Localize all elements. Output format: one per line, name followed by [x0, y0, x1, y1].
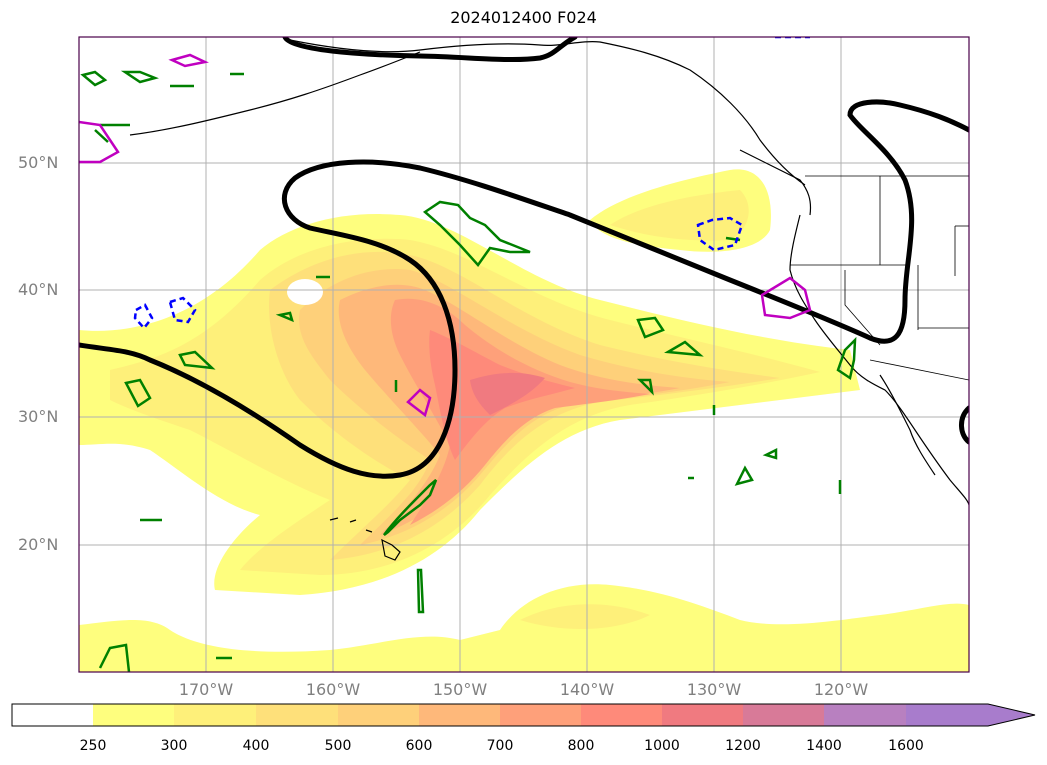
colorbar-tick-400: 400	[242, 738, 270, 754]
colorbar-tick-1400: 1400	[806, 738, 842, 754]
filled-contours	[79, 37, 969, 672]
blue-contours	[133, 37, 810, 330]
colorbar	[11, 703, 1036, 727]
thick-contour-main	[79, 99, 969, 479]
colorbar-tick-500: 500	[324, 738, 352, 754]
alaska-coast	[289, 39, 806, 186]
green-contours	[80, 70, 857, 672]
aleutians	[129, 51, 421, 136]
plot-frame	[78, 36, 970, 673]
colorbar-tick-1000: 1000	[644, 738, 680, 754]
map-title: 2024012400 F024	[450, 8, 597, 27]
lon-label-170w: 170°W	[178, 680, 234, 699]
us-west-coast	[789, 214, 969, 506]
bc-coast	[739, 149, 812, 216]
thick-contour	[79, 37, 969, 479]
magenta-contours	[79, 53, 812, 418]
fill-250-south	[79, 584, 969, 672]
lat-label-50n: 50°N	[18, 153, 59, 172]
lat-label-20n: 20°N	[18, 535, 59, 554]
hawaii-big	[381, 538, 401, 561]
lon-label-120w: 120°W	[813, 680, 869, 699]
baja	[879, 374, 936, 476]
lat-label-30n: 30°N	[18, 407, 59, 426]
colorbar-tick-250: 250	[79, 738, 107, 754]
colorbar-tick-800: 800	[567, 738, 595, 754]
colorbar-tick-700: 700	[486, 738, 514, 754]
thick-contour-top	[282, 37, 578, 63]
coastlines	[129, 39, 969, 561]
lon-label-150w: 150°W	[432, 680, 488, 699]
fill-1000	[470, 372, 545, 415]
lon-label-140w: 140°W	[559, 680, 615, 699]
thick-contour-east	[959, 405, 969, 445]
borders	[790, 175, 969, 381]
lon-label-130w: 130°W	[686, 680, 742, 699]
lat-label-40n: 40°N	[18, 280, 59, 299]
hawaii-chain	[329, 517, 373, 533]
colorbar-tick-600: 600	[405, 738, 433, 754]
lon-label-160w: 160°W	[305, 680, 361, 699]
colorbar-tick-1600: 1600	[888, 738, 924, 754]
colorbar-tick-1200: 1200	[725, 738, 761, 754]
fill-300-south	[520, 604, 650, 630]
colorbar-tick-300: 300	[160, 738, 188, 754]
